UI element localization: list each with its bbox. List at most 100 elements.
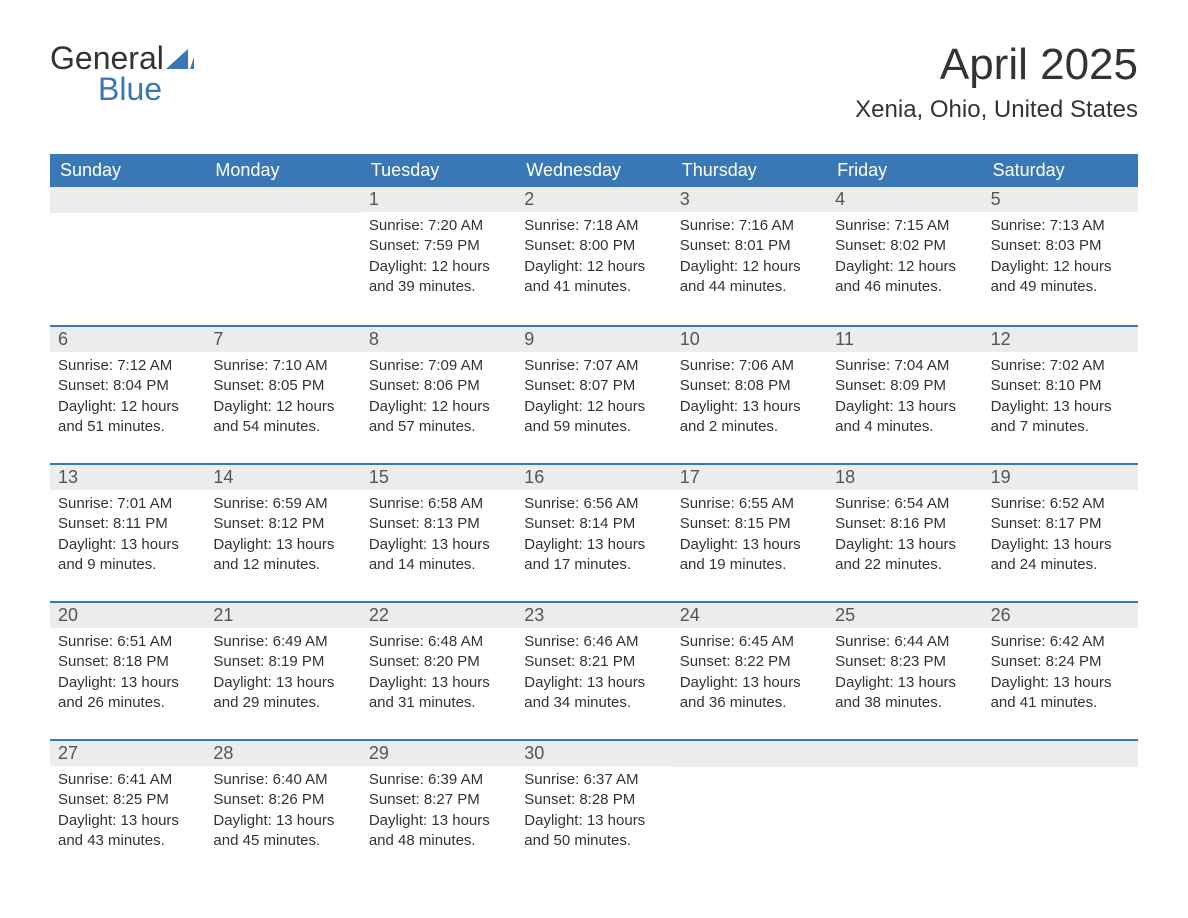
day-cell: 9Sunrise: 7:07 AMSunset: 8:07 PMDaylight… [516, 327, 671, 455]
daylight-label: Daylight: [213, 812, 271, 829]
sunset-value: 8:18 PM [113, 653, 169, 670]
day-content: Sunrise: 7:10 AMSunset: 8:05 PMDaylight:… [205, 352, 360, 447]
daylight-label: Daylight: [835, 258, 893, 275]
sunrise-line: Sunrise: 6:51 AM [58, 632, 197, 652]
day-cell: 15Sunrise: 6:58 AMSunset: 8:13 PMDayligh… [361, 465, 516, 593]
sunrise-label: Sunrise: [680, 357, 735, 374]
sunrise-label: Sunrise: [991, 633, 1046, 650]
day-content: Sunrise: 7:01 AMSunset: 8:11 PMDaylight:… [50, 490, 205, 585]
sunrise-label: Sunrise: [524, 357, 579, 374]
sunset-label: Sunset: [58, 377, 109, 394]
sunset-line: Sunset: 8:06 PM [369, 376, 508, 396]
sunrise-label: Sunrise: [524, 771, 579, 788]
sunset-line: Sunset: 8:09 PM [835, 376, 974, 396]
week-row: 1Sunrise: 7:20 AMSunset: 7:59 PMDaylight… [50, 187, 1138, 317]
day-number: 12 [983, 327, 1138, 352]
sunrise-line: Sunrise: 7:20 AM [369, 216, 508, 236]
sunset-line: Sunset: 8:05 PM [213, 376, 352, 396]
day-cell: 13Sunrise: 7:01 AMSunset: 8:11 PMDayligh… [50, 465, 205, 593]
sunset-label: Sunset: [524, 791, 575, 808]
day-content: Sunrise: 6:52 AMSunset: 8:17 PMDaylight:… [983, 490, 1138, 585]
daylight-label: Daylight: [58, 398, 116, 415]
sunrise-value: 6:41 AM [117, 771, 172, 788]
day-content: Sunrise: 6:45 AMSunset: 8:22 PMDaylight:… [672, 628, 827, 723]
day-content: Sunrise: 7:18 AMSunset: 8:00 PMDaylight:… [516, 212, 671, 307]
sunrise-line: Sunrise: 7:02 AM [991, 356, 1130, 376]
day-number: 5 [983, 187, 1138, 212]
sunset-value: 8:07 PM [579, 377, 635, 394]
sunset-value: 8:13 PM [424, 515, 480, 532]
sunrise-value: 6:40 AM [273, 771, 328, 788]
sunrise-value: 6:37 AM [583, 771, 638, 788]
day-number: 25 [827, 603, 982, 628]
sunrise-value: 7:04 AM [894, 357, 949, 374]
sunrise-label: Sunrise: [991, 217, 1046, 234]
sunrise-value: 6:46 AM [583, 633, 638, 650]
daylight-line: Daylight: 13 hours and 2 minutes. [680, 397, 819, 438]
sunrise-value: 7:02 AM [1050, 357, 1105, 374]
logo-text-bottom: Blue [50, 71, 194, 108]
sunrise-line: Sunrise: 6:48 AM [369, 632, 508, 652]
day-content: Sunrise: 6:59 AMSunset: 8:12 PMDaylight:… [205, 490, 360, 585]
daylight-line: Daylight: 12 hours and 49 minutes. [991, 257, 1130, 298]
sunset-line: Sunset: 8:02 PM [835, 236, 974, 256]
day-content: Sunrise: 7:02 AMSunset: 8:10 PMDaylight:… [983, 352, 1138, 447]
day-number [205, 187, 360, 213]
day-number [50, 187, 205, 213]
daylight-label: Daylight: [680, 398, 738, 415]
sunrise-value: 7:01 AM [117, 495, 172, 512]
sunrise-line: Sunrise: 6:40 AM [213, 770, 352, 790]
sunset-line: Sunset: 8:13 PM [369, 514, 508, 534]
sunset-value: 8:12 PM [268, 515, 324, 532]
sunset-line: Sunset: 8:11 PM [58, 514, 197, 534]
sunrise-label: Sunrise: [58, 771, 113, 788]
sunset-value: 8:15 PM [735, 515, 791, 532]
sunset-line: Sunset: 8:20 PM [369, 652, 508, 672]
day-cell: 19Sunrise: 6:52 AMSunset: 8:17 PMDayligh… [983, 465, 1138, 593]
sunset-value: 8:27 PM [424, 791, 480, 808]
day-content: Sunrise: 6:42 AMSunset: 8:24 PMDaylight:… [983, 628, 1138, 723]
sunset-label: Sunset: [213, 377, 264, 394]
sunset-line: Sunset: 8:12 PM [213, 514, 352, 534]
sunset-label: Sunset: [680, 515, 731, 532]
day-content: Sunrise: 7:16 AMSunset: 8:01 PMDaylight:… [672, 212, 827, 307]
sunrise-line: Sunrise: 7:13 AM [991, 216, 1130, 236]
sunset-label: Sunset: [58, 653, 109, 670]
day-cell [983, 741, 1138, 869]
day-number: 20 [50, 603, 205, 628]
sunset-line: Sunset: 8:03 PM [991, 236, 1130, 256]
daylight-line: Daylight: 13 hours and 43 minutes. [58, 811, 197, 852]
sunrise-value: 6:45 AM [739, 633, 794, 650]
sunset-value: 8:09 PM [890, 377, 946, 394]
sunrise-value: 6:49 AM [273, 633, 328, 650]
daylight-label: Daylight: [835, 398, 893, 415]
sunrise-value: 6:51 AM [117, 633, 172, 650]
daylight-label: Daylight: [524, 812, 582, 829]
day-content: Sunrise: 6:48 AMSunset: 8:20 PMDaylight:… [361, 628, 516, 723]
day-content: Sunrise: 6:54 AMSunset: 8:16 PMDaylight:… [827, 490, 982, 585]
sunrise-line: Sunrise: 7:06 AM [680, 356, 819, 376]
sunset-value: 8:22 PM [735, 653, 791, 670]
logo-sail-icon [166, 49, 194, 69]
sunset-label: Sunset: [835, 515, 886, 532]
daylight-line: Daylight: 13 hours and 17 minutes. [524, 535, 663, 576]
sunset-line: Sunset: 8:18 PM [58, 652, 197, 672]
day-cell: 3Sunrise: 7:16 AMSunset: 8:01 PMDaylight… [672, 187, 827, 317]
sunrise-value: 7:10 AM [273, 357, 328, 374]
sunset-label: Sunset: [835, 237, 886, 254]
month-title: April 2025 [855, 40, 1138, 90]
day-header: Wednesday [516, 154, 671, 187]
sunset-line: Sunset: 7:59 PM [369, 236, 508, 256]
sunrise-value: 6:54 AM [894, 495, 949, 512]
sunset-line: Sunset: 8:17 PM [991, 514, 1130, 534]
sunset-value: 8:14 PM [579, 515, 635, 532]
day-number: 18 [827, 465, 982, 490]
daylight-line: Daylight: 12 hours and 57 minutes. [369, 397, 508, 438]
daylight-line: Daylight: 13 hours and 4 minutes. [835, 397, 974, 438]
daylight-label: Daylight: [369, 812, 427, 829]
sunset-label: Sunset: [835, 653, 886, 670]
daylight-label: Daylight: [369, 258, 427, 275]
sunset-line: Sunset: 8:26 PM [213, 790, 352, 810]
sunset-value: 8:03 PM [1046, 237, 1102, 254]
sunset-value: 8:21 PM [579, 653, 635, 670]
